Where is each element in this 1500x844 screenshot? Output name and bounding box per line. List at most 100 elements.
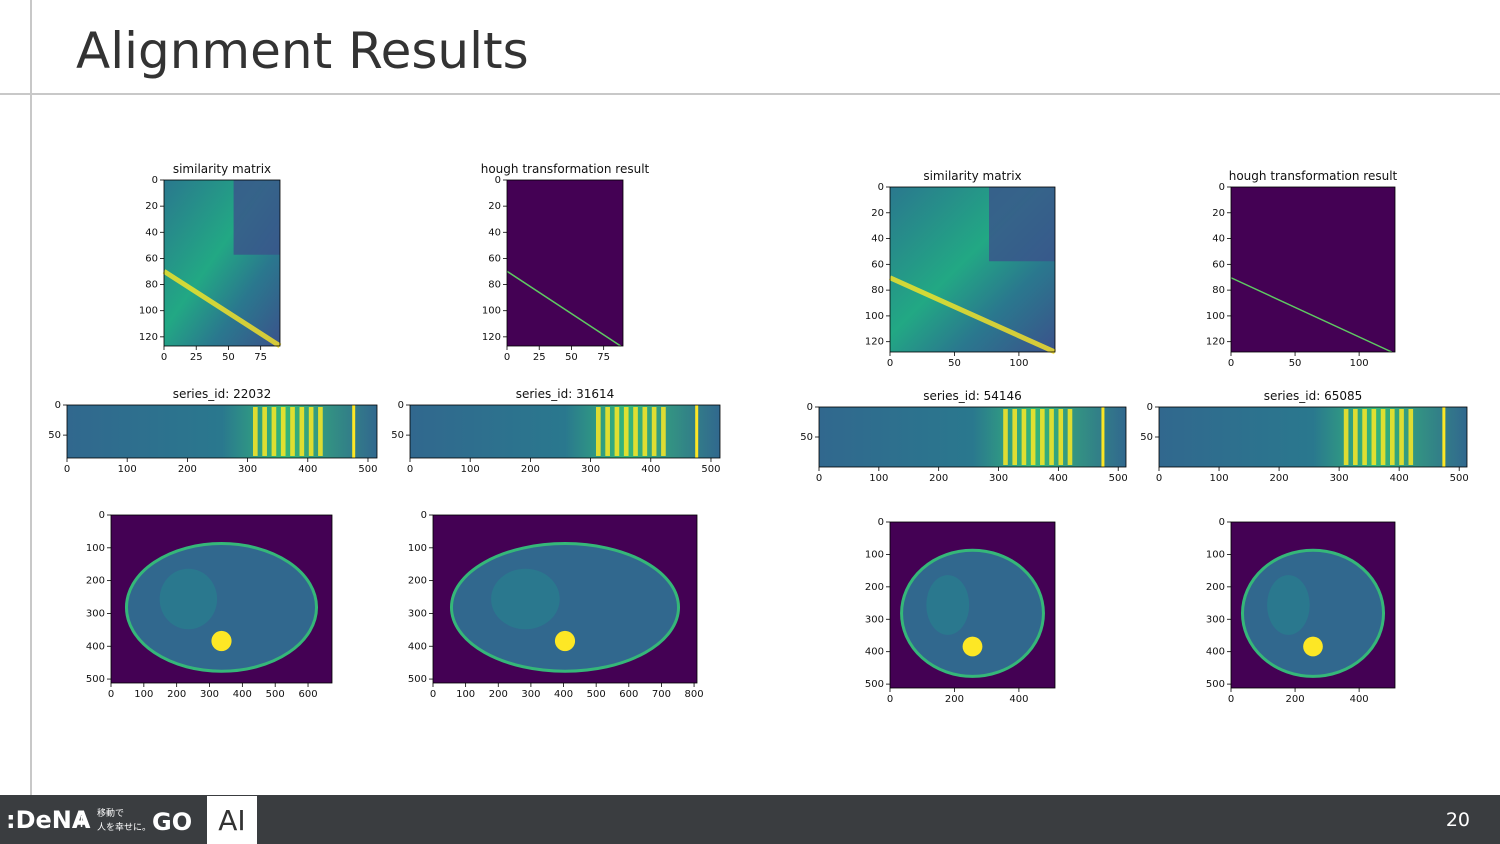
y-tick-label: 0 — [1219, 517, 1225, 528]
y-tick-label: 200 — [1206, 582, 1225, 593]
x-tick-label: 50 — [948, 358, 961, 369]
axes-frame — [889, 521, 1056, 689]
x-tick-label: 100 — [1350, 358, 1369, 369]
heatmap-block — [233, 180, 280, 255]
y-tick-label: 0 — [55, 400, 61, 411]
axes-frame — [110, 514, 333, 684]
spine-stripe — [253, 407, 258, 456]
x-tick-label: 100 — [461, 464, 480, 475]
y-tick-label: 300 — [86, 608, 105, 619]
y-tick-label: 0 — [398, 400, 404, 411]
y-tick-label: 80 — [145, 280, 158, 291]
y-tick-label: 20 — [488, 201, 501, 212]
y-tick-label: 60 — [488, 253, 501, 264]
axes-frame — [1230, 521, 1396, 689]
x-tick-label: 0 — [64, 464, 70, 475]
x-tick-label: 0 — [1228, 358, 1234, 369]
spine-stripe — [1040, 409, 1045, 465]
dena-logo: :DeNA — [6, 806, 91, 834]
y-tick-label: 300 — [1206, 614, 1225, 625]
x-tick-label: 500 — [266, 689, 285, 700]
x-tick-label: 300 — [989, 473, 1008, 484]
x-tick-label: 400 — [1350, 694, 1369, 705]
spine-stripe — [1030, 409, 1036, 465]
y-tick-label: 40 — [871, 234, 884, 245]
spine-stripe — [290, 407, 295, 456]
x-tick-label: 400 — [641, 464, 660, 475]
spine-stripe — [605, 407, 610, 456]
axes-frame — [66, 404, 378, 459]
y-tick-label: 20 — [145, 201, 158, 212]
spine-stripe — [1003, 409, 1008, 465]
x-tick-label: 75 — [254, 352, 267, 363]
tagline: 移動で — [97, 807, 124, 819]
x-tick-label: 200 — [945, 694, 964, 705]
y-tick-label: 500 — [86, 674, 105, 685]
x-tick-label: 50 — [1289, 358, 1302, 369]
y-tick-label: 120 — [1206, 337, 1225, 348]
y-tick-label: 50 — [1140, 432, 1153, 443]
x-tick-label: 75 — [597, 352, 610, 363]
y-tick-label: 0 — [421, 510, 427, 521]
y-tick-label: 500 — [408, 674, 427, 685]
y-tick-label: 100 — [865, 549, 884, 560]
x-tick-label: 400 — [1009, 694, 1028, 705]
organ — [491, 568, 560, 630]
y-tick-label: 100 — [408, 543, 427, 554]
x-tick-label: 100 — [134, 689, 153, 700]
y-tick-label: 60 — [871, 259, 884, 270]
x-tick-label: 300 — [200, 689, 219, 700]
y-tick-label: 40 — [145, 227, 158, 238]
y-tick-label: 400 — [865, 647, 884, 658]
x-tick-label: 100 — [118, 464, 137, 475]
spine-stripe — [280, 407, 286, 456]
spine-stripe — [1021, 409, 1027, 465]
y-tick-label: 0 — [807, 402, 813, 413]
axes-frame — [889, 186, 1056, 353]
spine-stripe — [318, 407, 323, 456]
x-tick-label: 200 — [521, 464, 540, 475]
y-tick-label: 500 — [1206, 679, 1225, 690]
x-tick-label: 200 — [1286, 694, 1305, 705]
x-tick-label: 600 — [298, 689, 317, 700]
spine-stripe — [1380, 409, 1386, 465]
y-tick-label: 20 — [1212, 208, 1225, 219]
x-tick-label: 500 — [1109, 473, 1128, 484]
x-tick-label: 100 — [1209, 473, 1228, 484]
axes-frame — [506, 179, 624, 347]
x-tick-label: 0 — [887, 694, 893, 705]
sagittal-edge — [1442, 407, 1446, 467]
plot-title: similarity matrix — [923, 169, 1021, 183]
x-tick-label: 100 — [1009, 358, 1028, 369]
slide-title: Alignment Results — [76, 22, 529, 80]
organ — [159, 568, 218, 630]
y-tick-label: 200 — [865, 582, 884, 593]
heatmap-diagonal — [888, 275, 1057, 355]
x-tick-label: 300 — [521, 689, 540, 700]
heatmap-diagonal — [162, 269, 282, 349]
x-tick-label: 400 — [1049, 473, 1068, 484]
x-tick-label: 400 — [1390, 473, 1409, 484]
hough-image — [507, 180, 623, 346]
x-tick-label: 100 — [869, 473, 888, 484]
x-tick-label: 200 — [178, 464, 197, 475]
axes-frame — [1230, 186, 1396, 353]
sagittal-image — [67, 405, 377, 458]
x-tick-label: 500 — [587, 689, 606, 700]
y-tick-label: 50 — [800, 432, 813, 443]
tagline: 人を幸せに。 — [97, 822, 151, 833]
spine-stripe — [308, 407, 314, 456]
spine-stripe — [1399, 409, 1404, 465]
spine-stripe — [642, 407, 648, 456]
x-tick-label: 300 — [1330, 473, 1349, 484]
x-tick-label: 400 — [233, 689, 252, 700]
spine-stripe — [614, 407, 620, 456]
x-tick-label: 0 — [504, 352, 510, 363]
spine-stripe — [1058, 409, 1064, 465]
plus: + — [74, 811, 89, 832]
x-tick-label: 100 — [456, 689, 475, 700]
x-tick-label: 400 — [298, 464, 317, 475]
plot-title: series_id: 22032 — [173, 387, 272, 401]
y-tick-label: 400 — [1206, 647, 1225, 658]
